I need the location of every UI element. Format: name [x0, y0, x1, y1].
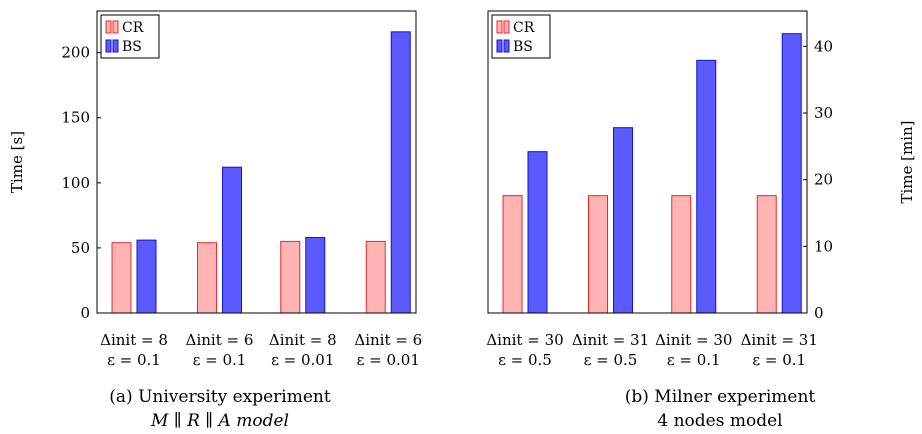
- bar-cr-3: [671, 195, 692, 314]
- y-tick-label: 20: [814, 171, 833, 189]
- x-tick-line2: ε = 0.5: [584, 351, 638, 369]
- legend-label-bs: BS: [122, 39, 142, 55]
- bar-cr-1: [111, 242, 132, 314]
- legend-label-cr: CR: [513, 20, 535, 36]
- y-tick-label: 200: [61, 44, 90, 62]
- bar-bs-1: [527, 151, 548, 314]
- x-tick-line2: ε = 0.01: [271, 351, 334, 369]
- bar-bs-3: [305, 237, 326, 314]
- bar-cr-4: [365, 240, 386, 314]
- y-tick-label: 0: [814, 304, 824, 322]
- x-tick-label-4: Δinit = 31 ε = 0.1: [741, 331, 818, 369]
- x-tick-label-1: Δinit = 8 ε = 0.1: [100, 331, 168, 369]
- x-tick-label-3: Δinit = 8 ε = 0.01: [269, 331, 337, 369]
- legend-swatch-cr: [503, 20, 510, 34]
- caption-a-line2: M ∥ R ∥ A model: [151, 411, 289, 431]
- y-axis-label: Time [s]: [8, 131, 26, 193]
- caption-a: (a) University experiment M ∥ R ∥ A mode…: [90, 385, 350, 433]
- y-tick-label: 150: [61, 109, 90, 127]
- legend-swatch-cr: [112, 20, 119, 34]
- x-tick-line2: ε = 0.1: [752, 351, 806, 369]
- x-tick-line1: Δinit = 31: [572, 331, 649, 349]
- legend-swatch-bs: [105, 39, 112, 53]
- y-tick-label: 30: [814, 104, 833, 122]
- bar-bs-2: [612, 127, 633, 314]
- y-axis-label: Time [min]: [898, 120, 916, 203]
- bar-bs-3: [696, 59, 717, 314]
- x-tick-line1: Δinit = 30: [655, 331, 732, 349]
- y-tick-label: 50: [71, 239, 90, 257]
- legend-label-cr: CR: [122, 20, 144, 36]
- legend-swatch-bs: [503, 39, 510, 53]
- legend-swatch-cr: [105, 20, 112, 34]
- x-tick-line1: Δinit = 8: [100, 331, 168, 349]
- x-tick-label-2: Δinit = 31 ε = 0.5: [572, 331, 649, 369]
- legend-swatch-bs: [112, 39, 119, 53]
- plot-frame: [487, 10, 808, 314]
- bar-bs-4: [781, 33, 802, 314]
- legend-swatch-cr: [496, 20, 503, 34]
- bar-cr-2: [196, 242, 217, 314]
- x-tick-label-1: Δinit = 30 ε = 0.5: [486, 331, 563, 369]
- x-tick-label-2: Δinit = 6 ε = 0.1: [186, 331, 254, 369]
- x-tick-line1: Δinit = 30: [486, 331, 563, 349]
- x-tick-line1: Δinit = 31: [741, 331, 818, 349]
- bar-bs-2: [221, 166, 242, 314]
- y-tick-label: 0: [80, 304, 90, 322]
- bar-cr-3: [280, 240, 301, 314]
- bar-cr-2: [587, 195, 608, 314]
- x-tick-line1: Δinit = 6: [186, 331, 254, 349]
- plot-frame: [96, 10, 417, 314]
- bar-bs-4: [390, 31, 411, 314]
- x-tick-line2: ε = 0.01: [357, 351, 420, 369]
- x-tick-line2: ε = 0.5: [498, 351, 552, 369]
- legend-swatch-bs: [496, 39, 503, 53]
- y-tick-label: 100: [61, 174, 90, 192]
- y-tick-label: 40: [814, 37, 833, 55]
- x-tick-label-3: Δinit = 30 ε = 0.1: [655, 331, 732, 369]
- bar-cr-4: [756, 195, 777, 314]
- caption-b-line1: (b) Milner experiment: [624, 387, 816, 407]
- y-tick-label: 10: [814, 237, 833, 255]
- x-tick-line1: Δinit = 6: [354, 331, 422, 349]
- x-tick-line2: ε = 0.1: [107, 351, 161, 369]
- bar-bs-1: [136, 239, 157, 314]
- legend-label-bs: BS: [513, 39, 533, 55]
- caption-a-line1: (a) University experiment: [109, 387, 331, 407]
- x-tick-line2: ε = 0.1: [667, 351, 721, 369]
- x-tick-line1: Δinit = 8: [269, 331, 337, 349]
- caption-b: (b) Milner experiment 4 nodes model: [600, 385, 840, 433]
- x-tick-label-4: Δinit = 6 ε = 0.01: [354, 331, 422, 369]
- bar-cr-1: [502, 195, 523, 314]
- x-tick-line2: ε = 0.1: [193, 351, 247, 369]
- caption-b-line2: 4 nodes model: [657, 411, 783, 431]
